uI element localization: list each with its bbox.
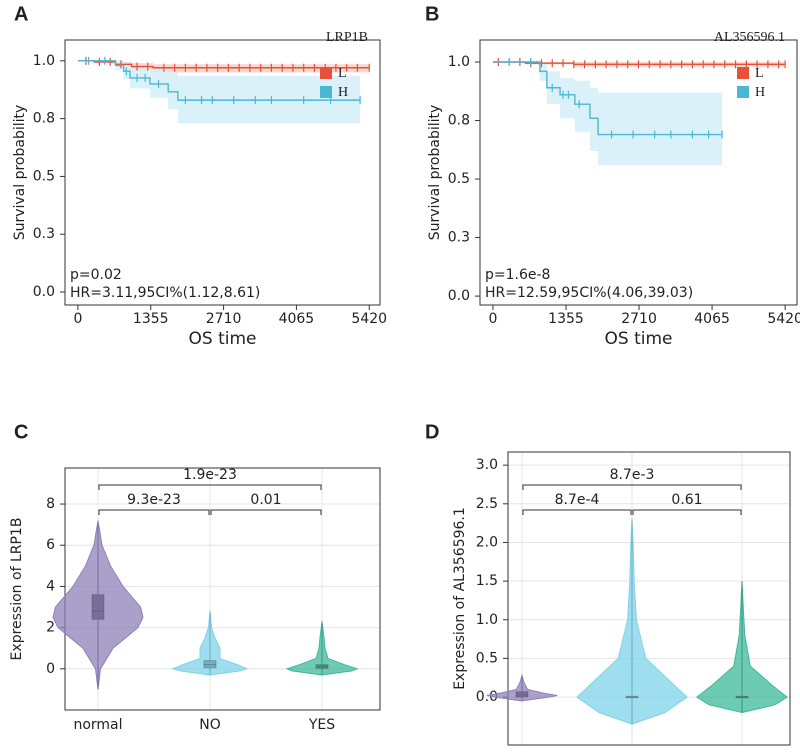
p-value: 9.3e-23 [127, 492, 181, 508]
box [203, 660, 217, 669]
x-tick-label: 0 [488, 311, 497, 327]
y-tick-label: 0.5 [448, 171, 470, 187]
y-tick-label: 2 [46, 620, 55, 636]
significance-bracket [98, 484, 322, 490]
y-tick-label: 0.3 [448, 230, 470, 246]
x-tick-label: 2710 [621, 311, 657, 327]
p-value: 1.9e-23 [183, 467, 237, 483]
y-tick-label: 6 [46, 537, 55, 553]
panel-label: A [14, 3, 28, 25]
survival-curve [492, 61, 723, 136]
x-tick-label: 4065 [694, 311, 730, 327]
y-tick-label: 4 [46, 578, 55, 594]
significance-bracket [522, 509, 632, 515]
annotation: p=1.6e-8 [485, 267, 550, 283]
x-tick-label: 2710 [206, 311, 242, 327]
legend-label: L [755, 66, 764, 81]
y-axis-label: Survival probability [12, 105, 28, 241]
x-tick-label: 5420 [351, 311, 387, 327]
x-tick-label: 1355 [133, 311, 169, 327]
x-axis-label: OS time [605, 329, 673, 349]
panel-label: D [425, 421, 439, 443]
p-value: 8.7e-4 [555, 492, 600, 508]
x-tick-label: YES [308, 717, 335, 733]
plot-frame [64, 39, 381, 306]
x-tick-label: normal [73, 717, 122, 733]
y-tick-label: 2.0 [476, 534, 498, 550]
x-tick-label: 1355 [548, 311, 584, 327]
legend-swatch [737, 67, 749, 79]
y-tick-label: 1.0 [476, 612, 498, 628]
y-tick-label: 0.0 [448, 288, 470, 304]
annotation: p=0.02 [70, 267, 122, 283]
y-tick-label: 1.5 [476, 573, 498, 589]
significance-bracket [522, 484, 742, 490]
legend-label: H [755, 85, 765, 100]
y-tick-label: 8 [46, 496, 55, 512]
y-tick-label: 3.0 [476, 457, 498, 473]
panel-label: C [14, 421, 28, 443]
legend-swatch [320, 86, 332, 98]
significance-bracket [210, 509, 322, 515]
x-axis-label: OS time [189, 329, 257, 349]
p-value: 0.61 [671, 492, 702, 508]
y-axis-label: Survival probability [427, 105, 443, 241]
annotation: HR=12.59,95CI%(4.06,39.03) [485, 285, 693, 301]
x-tick-label: 0 [73, 311, 82, 327]
legend-swatch [737, 86, 749, 98]
legend-title: LRP1B [326, 30, 368, 45]
y-tick-label: 0.8 [33, 111, 55, 127]
plot-frame [507, 451, 791, 746]
box [91, 594, 105, 620]
panel-label: B [425, 3, 439, 25]
y-tick-label: 0.5 [476, 650, 498, 666]
legend-swatch [320, 67, 332, 79]
x-tick-label: 4065 [279, 311, 315, 327]
plot-frame [64, 467, 381, 711]
ci-band [77, 60, 361, 124]
plot-frame [479, 39, 798, 306]
y-tick-label: 0.8 [448, 113, 470, 129]
y-axis-label: Expression of AL356596.1 [452, 507, 468, 690]
y-tick-label: 0.3 [33, 226, 55, 242]
y-axis-label: Expression of LRP1B [9, 518, 25, 661]
y-tick-label: 1.0 [448, 54, 470, 70]
y-tick-label: 0 [46, 661, 55, 677]
annotation: HR=3.11,95CI%(1.12,8.61) [70, 285, 260, 301]
survival-curve [77, 60, 361, 101]
ci-band [492, 62, 723, 166]
significance-bracket [632, 509, 742, 515]
x-tick-label: NO [199, 717, 221, 733]
legend-title: AL356596.1 [714, 30, 785, 45]
y-tick-label: 0.0 [476, 689, 498, 705]
p-value: 8.7e-3 [610, 467, 655, 483]
y-tick-label: 0.5 [33, 168, 55, 184]
y-tick-label: 1.0 [33, 53, 55, 69]
y-tick-label: 0.0 [33, 284, 55, 300]
y-tick-label: 2.5 [476, 496, 498, 512]
p-value: 0.01 [250, 492, 281, 508]
significance-bracket [98, 509, 210, 515]
legend-label: H [338, 85, 348, 100]
x-tick-label: 5420 [767, 311, 800, 327]
legend-label: L [338, 66, 347, 81]
